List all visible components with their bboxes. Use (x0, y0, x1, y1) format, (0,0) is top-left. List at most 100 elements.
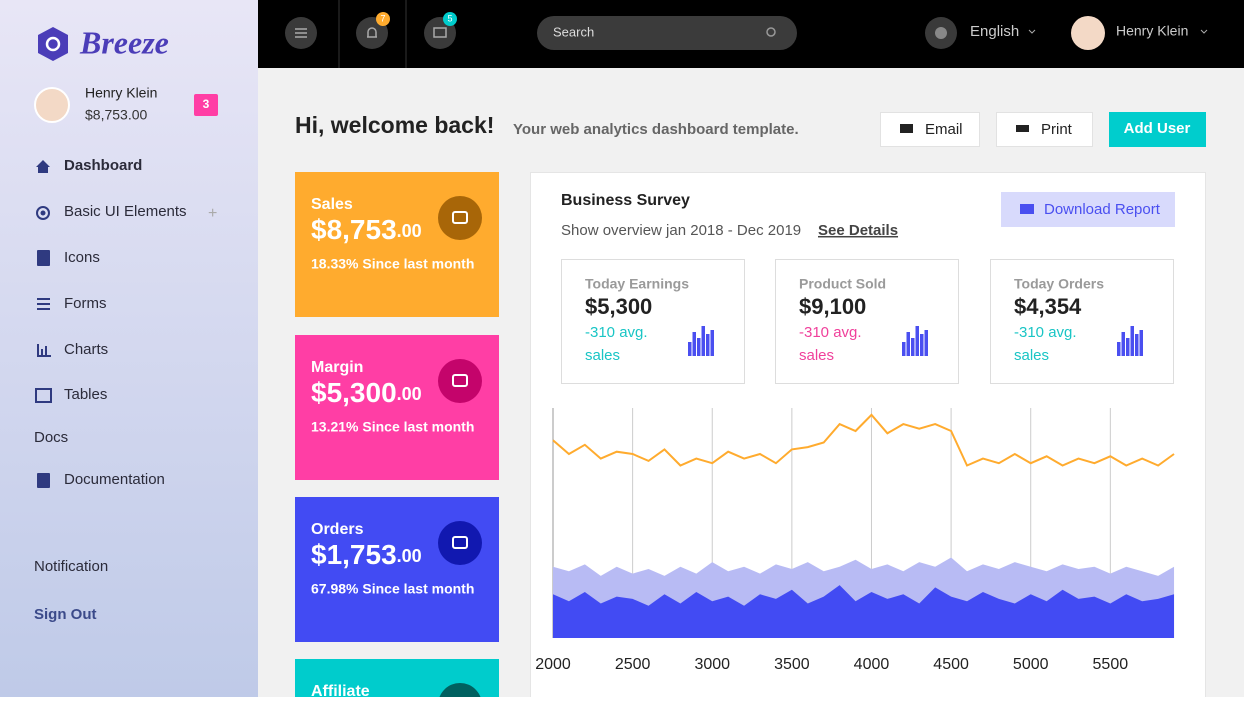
expand-icon: + (208, 205, 217, 222)
panel-title: Business Survey (561, 192, 690, 209)
mini-bar-icon (1130, 326, 1134, 356)
nav-item[interactable]: Dashboard (64, 157, 142, 174)
mini-bar-icon (915, 326, 919, 356)
mini-bar-icon (902, 342, 906, 356)
kpi-unit: sales (585, 347, 620, 364)
icon-glyph (452, 374, 468, 387)
button-label: Print (1041, 121, 1073, 138)
details-link[interactable]: See Details (818, 222, 898, 239)
badge-count: 3 (203, 97, 210, 111)
x-tick-label: 3000 (694, 656, 730, 673)
x-tick-label: 5500 (1093, 656, 1129, 673)
avatar (1071, 16, 1105, 50)
language[interactable]: English (970, 23, 1019, 40)
card-label: Margin (311, 359, 363, 376)
chevron (1200, 29, 1208, 34)
kpi-delta: -310 avg. (799, 324, 862, 341)
amount: $1,753 (311, 539, 397, 570)
nav-icons (35, 160, 52, 488)
card-change: 67.98% Since last month (311, 581, 474, 597)
kpi-box (775, 259, 959, 384)
page-subtitle: Your web analytics dashboard template. (513, 121, 799, 138)
mini-bar-icon (1135, 334, 1139, 356)
avatar (34, 87, 70, 123)
x-tick-label: 4500 (933, 656, 969, 673)
mini-bar-icon (701, 326, 705, 356)
card-change: 18.33% Since last month (311, 256, 474, 272)
nav-heading: Docs (34, 429, 68, 446)
mini-bar-icon (906, 332, 910, 356)
mini-bar-icon (1139, 330, 1143, 356)
amount: $8,753 (311, 214, 397, 245)
card-amount: $8,753.00 (311, 214, 422, 245)
mini-bar-icon (1126, 338, 1130, 356)
area (553, 585, 1175, 638)
x-tick-label: 2500 (615, 656, 651, 673)
badge (376, 12, 390, 26)
badge (443, 12, 457, 26)
x-tick-label: 2000 (535, 656, 571, 673)
logo-mark (45, 36, 61, 52)
kpi-delta: -310 avg. (585, 324, 648, 341)
kpi-label: Product Sold (799, 276, 886, 292)
card-change: 13.21% Since last month (311, 419, 474, 435)
search-box[interactable] (537, 16, 797, 50)
nav-item[interactable]: Tables (64, 386, 107, 403)
cents: .00 (397, 546, 422, 566)
nav-item[interactable]: Documentation (64, 471, 165, 488)
button-label: Download Report (1044, 201, 1161, 218)
print-icon (1016, 125, 1029, 132)
card-icon (438, 196, 482, 240)
card-label: Affiliate (311, 683, 370, 697)
x-tick-label: 5000 (1013, 656, 1049, 673)
kpi-unit: sales (1014, 347, 1049, 364)
card-amount: $1,753.00 (311, 539, 422, 570)
x-tick-label: 3500 (774, 656, 810, 673)
kpi-box (990, 259, 1174, 384)
logo-icon (38, 27, 68, 61)
mini-bar-icon (688, 342, 692, 356)
amount: $5,300 (311, 377, 397, 408)
mini-bar-icon (710, 330, 714, 356)
nav-item[interactable]: Sign Out (34, 606, 97, 623)
card-amount: $5,300.00 (311, 377, 422, 408)
mail-icon (1020, 204, 1034, 214)
mini-bar-icon (706, 334, 710, 356)
mini-bar-icon (911, 338, 915, 356)
mini-bar-icon (692, 332, 696, 356)
kpi-delta: -310 avg. (1014, 324, 1077, 341)
nav-item[interactable]: Basic UI Elements (64, 203, 187, 220)
mail-icon (900, 124, 913, 133)
email-button[interactable] (880, 112, 980, 147)
topbar-user[interactable]: Henry Klein (1116, 23, 1188, 39)
button-label: Add User (1124, 120, 1191, 137)
panel-subtitle: Show overview jan 2018 - Dec 2019 (561, 222, 801, 239)
nav-item[interactable]: Notification (34, 558, 108, 575)
kpi-label: Today Orders (1014, 276, 1104, 292)
stat-card (295, 497, 499, 642)
cents: .00 (397, 221, 422, 241)
mini-bar-icon (697, 338, 701, 356)
icon-glyph (452, 211, 468, 224)
badge-count: 5 (447, 13, 452, 23)
button-label: Email (925, 121, 963, 138)
card-label: Sales (311, 196, 353, 213)
nav-item[interactable]: Icons (64, 249, 100, 266)
badge (194, 94, 218, 116)
nav-item[interactable]: Charts (64, 341, 108, 358)
kpi-value: $9,100 (799, 294, 866, 319)
bell-icon (367, 27, 377, 38)
kpi-label: Today Earnings (585, 276, 689, 292)
page-title: Hi, welcome back! (295, 112, 494, 138)
add-user-button[interactable] (1109, 112, 1206, 147)
nav-item[interactable]: Forms (64, 295, 107, 312)
brand[interactable]: Breeze (79, 24, 169, 60)
stat-card (295, 335, 499, 480)
x-tick-label: 4000 (854, 656, 890, 673)
mini-bar-icon (1121, 332, 1125, 356)
badge-count: 7 (380, 13, 385, 23)
cents: .00 (397, 384, 422, 404)
card-icon (438, 359, 482, 403)
print-button[interactable] (996, 112, 1093, 147)
